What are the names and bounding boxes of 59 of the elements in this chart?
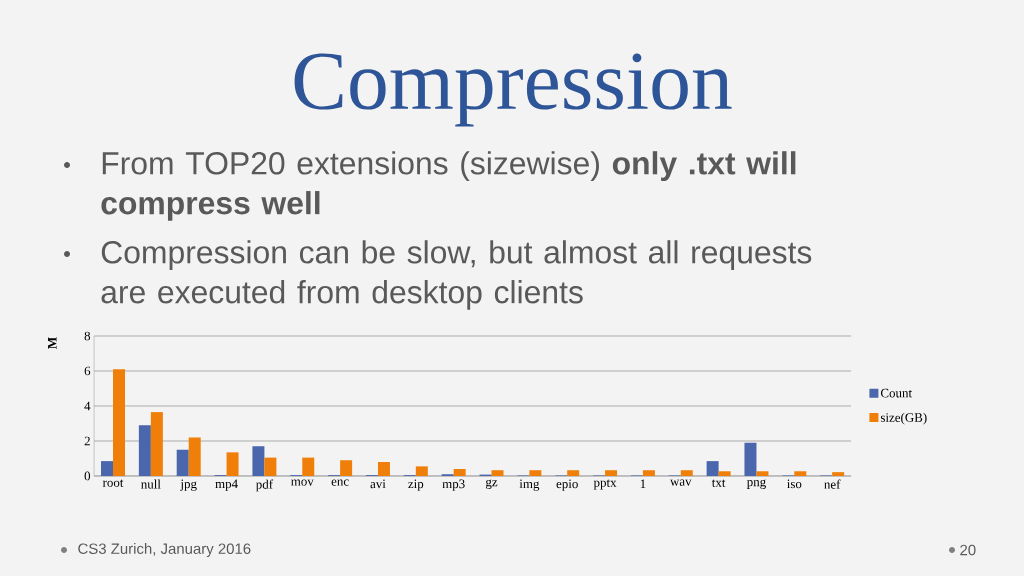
bar [264, 457, 277, 476]
y-axis-title: M [48, 337, 57, 349]
x-tick-label: null [141, 479, 161, 489]
bar [101, 461, 114, 476]
x-tick-label: root [102, 479, 124, 487]
bar [680, 470, 693, 476]
text: CS3 Zurich, January 2016 [78, 543, 251, 557]
bar [188, 437, 201, 476]
text: From TOP20 extensions (sizewise) only .txt will compress well [101, 151, 796, 221]
bar [226, 452, 239, 476]
x-tick-label: mp3 [442, 479, 465, 491]
x-tick-label: pptx [593, 479, 617, 490]
x-tick-label: txt [711, 479, 726, 487]
bar [605, 470, 618, 476]
bar [794, 471, 807, 476]
legend-label: Count [880, 388, 912, 398]
bar [642, 470, 655, 476]
y-tick-label: 8 [84, 331, 91, 341]
bar [718, 471, 731, 476]
y-tick-label: 2 [84, 436, 90, 446]
bar [706, 461, 719, 476]
x-tick-label: epio [556, 479, 578, 491]
bar [252, 446, 265, 476]
x-tick-label: enc [331, 479, 349, 486]
x-tick-label: gz [485, 479, 498, 489]
x-tick-label: pdf [255, 479, 274, 492]
legend-label: size(GB) [880, 412, 927, 425]
bar [832, 472, 845, 476]
x-tick-label: iso [787, 479, 802, 489]
chart-title: Compression [294, 53, 732, 127]
y-tick-label: 0 [84, 471, 91, 481]
bar [491, 470, 504, 476]
x-tick-label: wav [669, 479, 692, 486]
x-tick-label: 1 [640, 479, 646, 489]
bar [113, 369, 126, 476]
bar [415, 466, 428, 476]
y-tick-label: 6 [84, 366, 91, 376]
bar [150, 412, 163, 476]
bar [744, 442, 757, 476]
x-tick-label: png [746, 479, 766, 489]
text: 20 [960, 544, 976, 556]
bar [756, 471, 769, 476]
bar [567, 470, 580, 476]
text: Compression can be slow, but almost all requests are executed from desktop clients [101, 240, 812, 310]
x-tick-label: img [519, 479, 540, 491]
x-tick-label: mov [291, 479, 314, 486]
x-tick-label: zip [408, 479, 424, 491]
bar [302, 457, 315, 476]
x-tick-label: nef [824, 479, 841, 489]
bar [176, 449, 189, 476]
x-tick-label: mp4 [215, 479, 238, 491]
x-tick-label: avi [370, 479, 386, 489]
bar [138, 425, 151, 476]
y-tick-label: 4 [84, 401, 91, 411]
x-tick-label: jpg [180, 479, 197, 491]
bar [453, 468, 466, 476]
bar [377, 461, 390, 476]
bar [340, 460, 353, 476]
bar [529, 470, 542, 476]
